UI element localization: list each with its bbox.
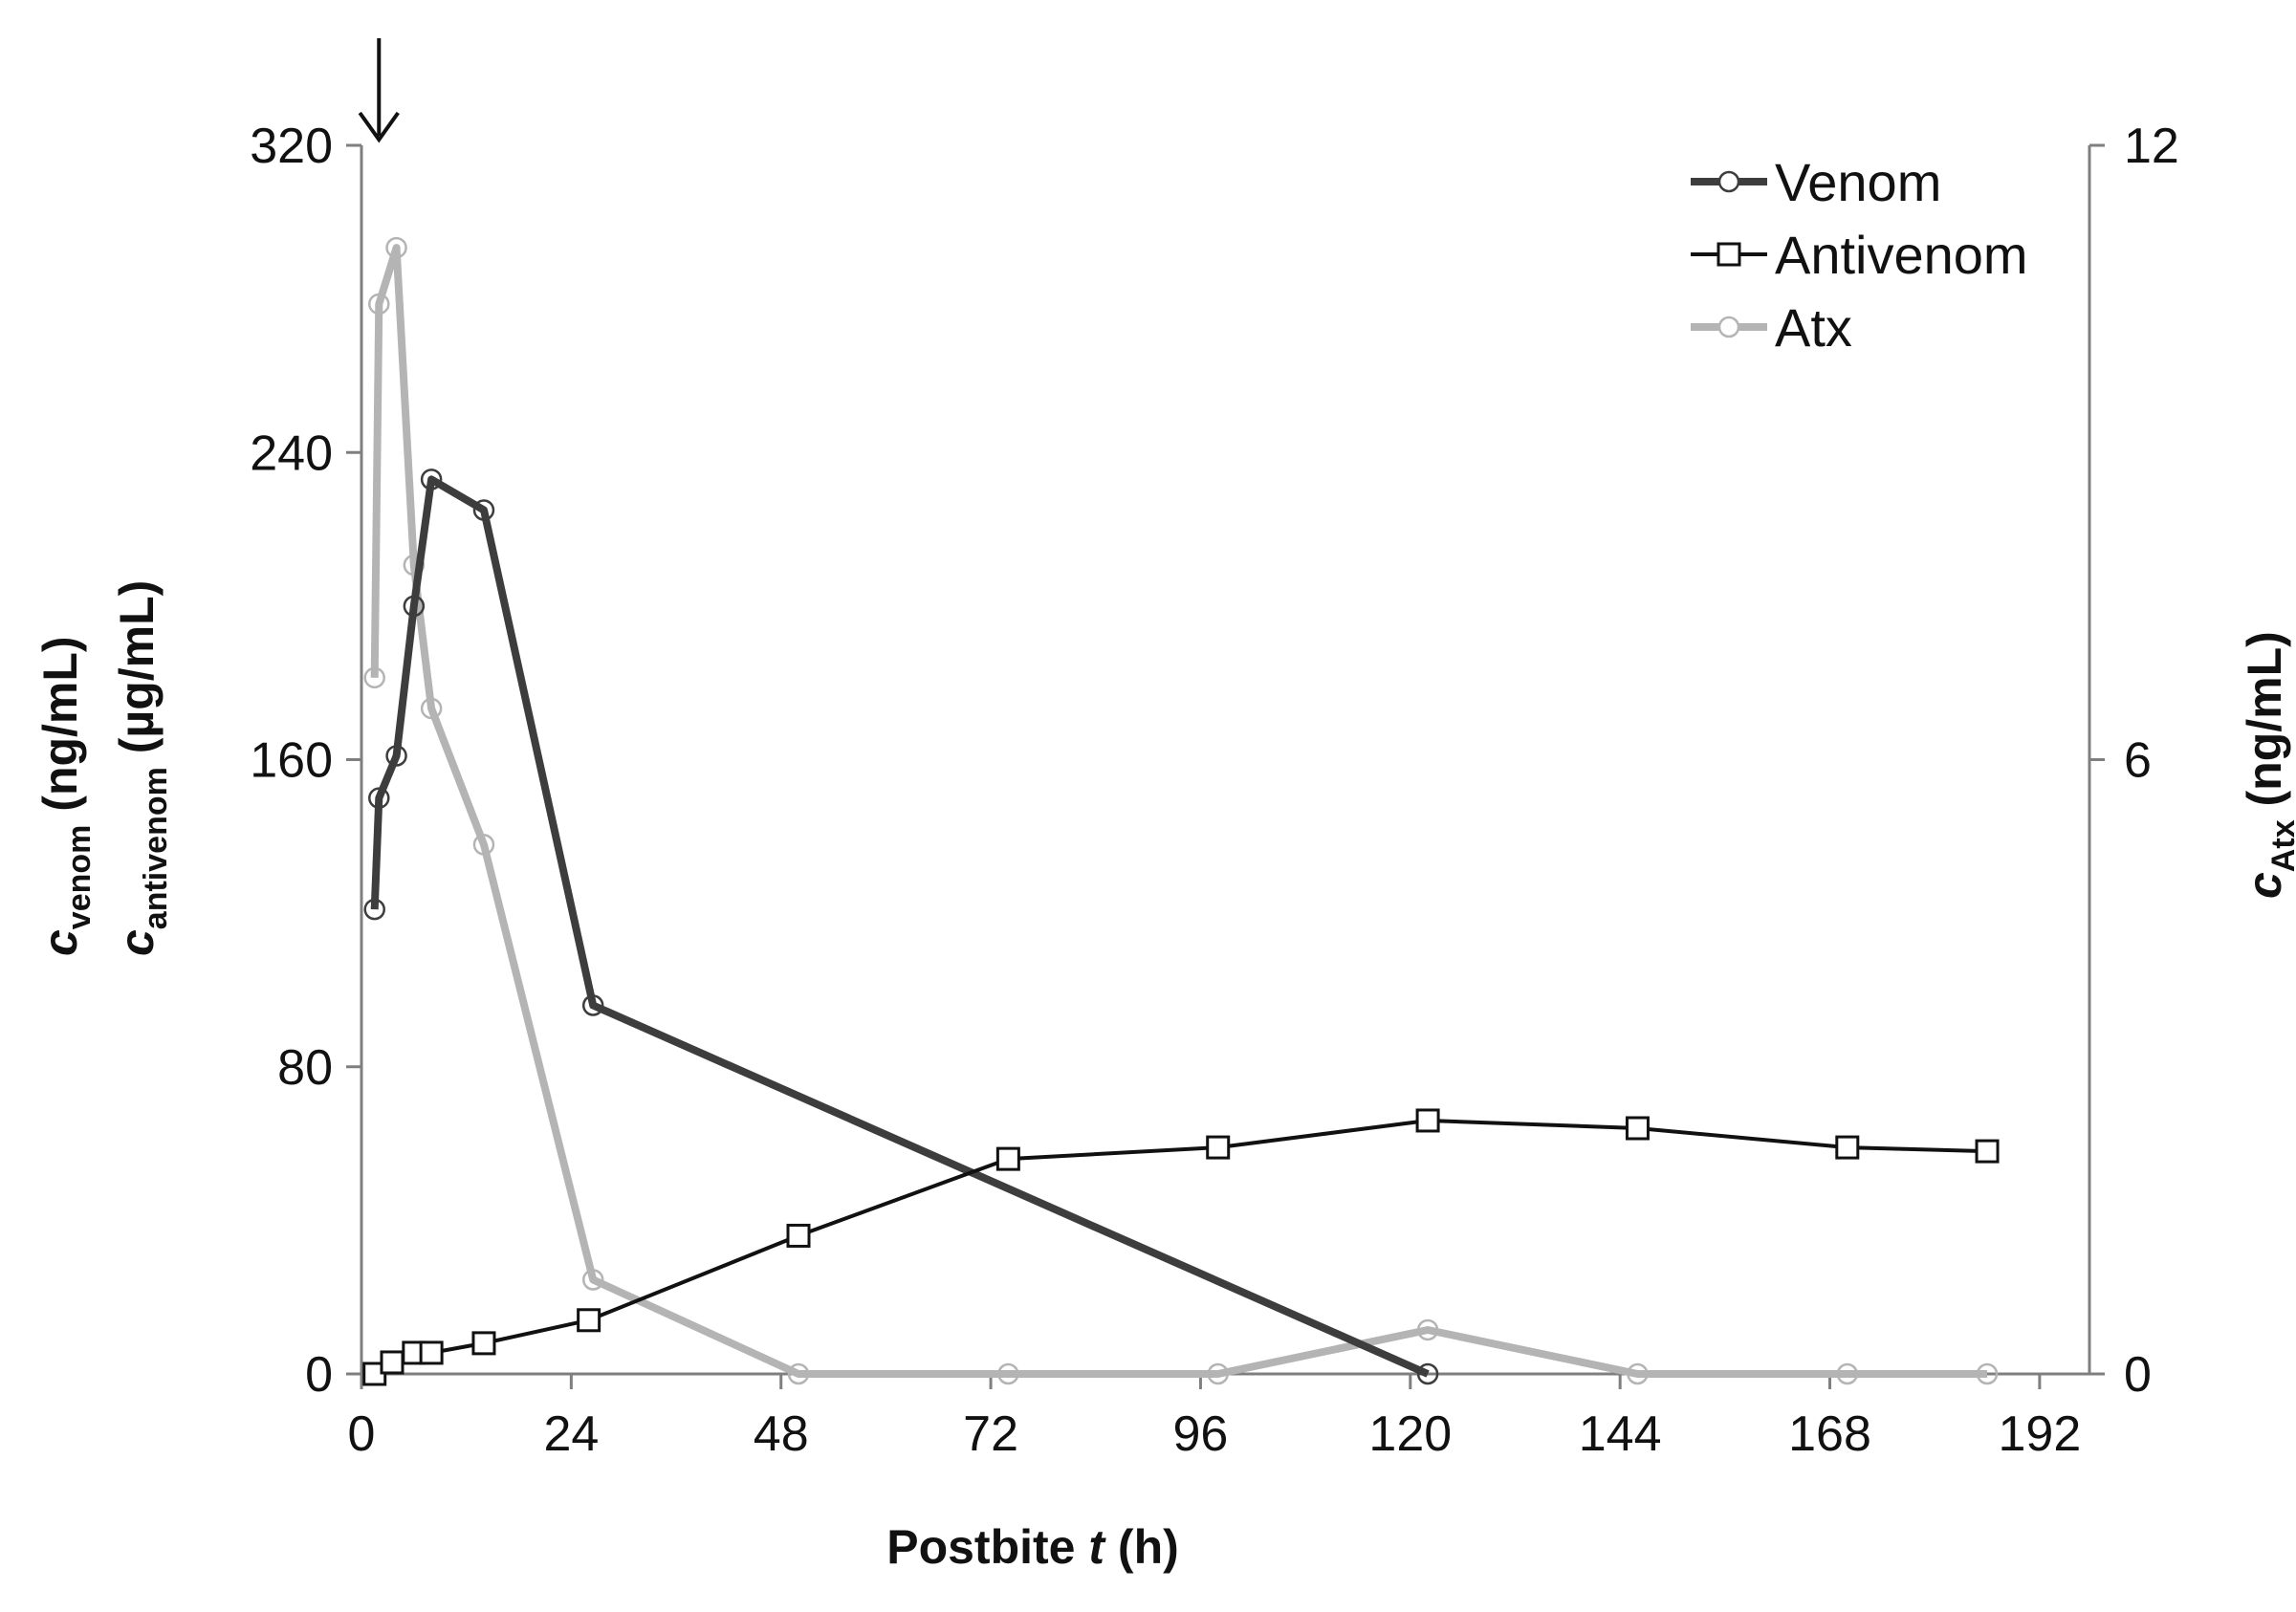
- y-right-tick-label: 0: [2124, 1347, 2152, 1403]
- legend-label: Atx: [1775, 297, 1852, 358]
- data-point-antivenom: [471, 1331, 496, 1356]
- data-point-venom: [403, 595, 426, 618]
- x-tick-label: 72: [963, 1406, 1018, 1462]
- data-point-antivenom: [1975, 1139, 2000, 1164]
- data-point-atx: [1836, 1362, 1859, 1385]
- data-point-antivenom: [1625, 1116, 1650, 1141]
- series-antivenom: [362, 1108, 2000, 1386]
- data-point-antivenom: [1835, 1135, 1860, 1160]
- x-tick-label: 192: [1998, 1406, 2081, 1462]
- data-point-atx: [1416, 1318, 1439, 1341]
- legend: Venom Antivenom Atx: [1691, 152, 2028, 358]
- y-left-tick-label: 240: [250, 425, 333, 481]
- y-right-tick-label: 12: [2124, 119, 2179, 174]
- data-point-atx: [472, 834, 495, 856]
- data-point-venom: [420, 468, 443, 490]
- y-axis-title-antivenom: cantivenom (µg/mL): [110, 580, 174, 956]
- data-point-venom: [472, 499, 495, 521]
- legend-label: Antivenom: [1775, 225, 2028, 285]
- y-axis-title-atx: cAtx (ng/mL): [2238, 631, 2296, 899]
- legend-item-atx: Atx: [1691, 297, 1852, 358]
- x-tick-label: 24: [543, 1406, 599, 1462]
- x-tick-label: 168: [1788, 1406, 1871, 1462]
- legend-swatch-marker: [1717, 170, 1740, 193]
- legend-swatch-marker: [1717, 242, 1741, 267]
- series-venom: [363, 468, 1439, 1385]
- y-left-tick-label: 0: [305, 1347, 333, 1403]
- data-point-atx: [363, 666, 385, 689]
- data-point-antivenom: [1206, 1135, 1231, 1160]
- data-point-venom: [368, 787, 390, 809]
- y-left-tick-label: 160: [250, 733, 333, 789]
- x-tick-label: 96: [1173, 1406, 1229, 1462]
- data-point-atx: [1207, 1362, 1229, 1385]
- data-point-atx: [368, 293, 390, 316]
- series-atx: [363, 236, 1999, 1385]
- data-point-antivenom: [419, 1340, 444, 1365]
- series-line-venom: [370, 475, 1430, 1378]
- data-point-antivenom: [995, 1146, 1020, 1171]
- x-tick-label: 0: [348, 1406, 376, 1462]
- x-tick-label: 48: [754, 1406, 809, 1462]
- annotation-arrow-head: [358, 111, 400, 143]
- data-point-venom: [363, 898, 385, 921]
- data-point-antivenom: [1415, 1108, 1440, 1133]
- legend-item-antivenom: Antivenom: [1691, 225, 2028, 285]
- series-layer: [362, 236, 2000, 1386]
- data-point-venom: [385, 745, 407, 767]
- series-line-antivenom: [373, 1119, 1988, 1376]
- data-point-atx: [1627, 1362, 1649, 1385]
- data-point-atx: [787, 1362, 810, 1385]
- annotation-arrow: [358, 38, 400, 143]
- data-point-antivenom: [380, 1350, 405, 1375]
- data-point-antivenom: [577, 1308, 601, 1333]
- data-point-atx: [420, 697, 443, 720]
- legend-item-venom: Venom: [1691, 152, 1941, 212]
- y-left-tick-label: 80: [277, 1040, 333, 1096]
- data-point-atx: [403, 554, 426, 577]
- data-point-venom: [581, 994, 604, 1016]
- data-point-atx: [1976, 1362, 1999, 1385]
- y-right-tick-label: 6: [2124, 733, 2152, 789]
- data-point-atx: [581, 1269, 604, 1291]
- data-point-atx: [997, 1362, 1019, 1385]
- x-axis-title: Postbite t (h): [886, 1520, 1179, 1574]
- legend-swatch-marker: [1717, 316, 1740, 338]
- y-left-tick-label: 320: [250, 119, 333, 174]
- data-point-venom: [1416, 1362, 1439, 1385]
- x-tick-label: 144: [1579, 1406, 1662, 1462]
- legend-label: Venom: [1775, 152, 1941, 212]
- data-point-atx: [385, 236, 407, 259]
- series-line-atx: [370, 244, 1987, 1378]
- axes: 0 24 48 72 96 120 144 168 192 0 80 160 240 320 0 6 12: [250, 38, 2179, 1462]
- x-tick-label: 120: [1368, 1406, 1452, 1462]
- y-axis-title-venom: cvenom (ng/mL): [33, 636, 98, 956]
- data-point-antivenom: [786, 1223, 811, 1248]
